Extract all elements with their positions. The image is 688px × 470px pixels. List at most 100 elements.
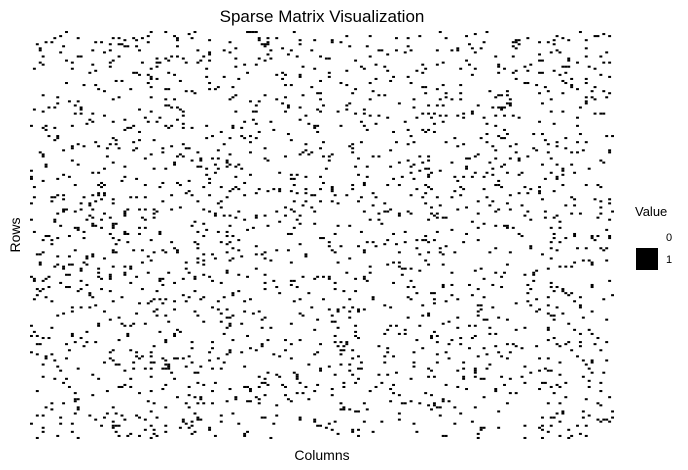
matrix-cell (59, 51, 63, 54)
matrix-cell (611, 294, 614, 297)
matrix-cell (47, 337, 51, 340)
matrix-cell (319, 147, 322, 150)
matrix-cell (543, 216, 547, 219)
matrix-cell (476, 310, 480, 313)
matrix-cell (266, 224, 270, 227)
matrix-cell (97, 322, 101, 325)
matrix-cell (541, 253, 544, 256)
matrix-cell (193, 277, 197, 280)
matrix-cell (158, 277, 162, 280)
matrix-cell (263, 416, 267, 419)
matrix-cell (412, 422, 416, 425)
matrix-cell (345, 108, 349, 111)
matrix-cell (35, 288, 39, 291)
matrix-cell (400, 267, 404, 270)
matrix-cell (193, 396, 197, 399)
matrix-cell (257, 375, 261, 378)
matrix-cell (377, 114, 381, 117)
matrix-cell (546, 90, 550, 93)
matrix-cell (406, 37, 410, 40)
matrix-cell (368, 218, 372, 221)
matrix-cell (97, 194, 101, 197)
matrix-cell (362, 308, 366, 311)
matrix-cell (558, 402, 562, 405)
matrix-cell (590, 235, 594, 238)
matrix-cell (494, 210, 498, 213)
matrix-cell (438, 98, 442, 101)
matrix-cell (103, 114, 106, 117)
matrix-cell (348, 363, 352, 366)
matrix-cell (392, 281, 395, 284)
matrix-cell (111, 359, 115, 362)
matrix-cell (50, 326, 54, 329)
matrix-cell (599, 390, 603, 393)
matrix-cell (327, 308, 331, 311)
matrix-cell (415, 116, 419, 119)
matrix-cell (205, 173, 209, 176)
matrix-cell (333, 194, 337, 197)
matrix-cell (546, 369, 550, 372)
matrix-cell (263, 273, 267, 276)
matrix-cell (111, 137, 115, 140)
matrix-cell (505, 94, 509, 97)
matrix-cell (523, 273, 527, 276)
matrix-cell (354, 381, 358, 384)
matrix-cell (138, 49, 141, 52)
matrix-cell (257, 39, 261, 42)
matrix-cell (76, 163, 80, 166)
matrix-cell (97, 88, 101, 91)
matrix-cell (304, 253, 308, 256)
matrix-cell (59, 416, 63, 419)
matrix-cell (430, 337, 433, 340)
matrix-cell (389, 388, 393, 391)
matrix-cell (44, 165, 48, 168)
matrix-cell (152, 212, 156, 215)
matrix-cell (44, 296, 48, 299)
matrix-cell (535, 269, 539, 272)
matrix-cell (140, 37, 144, 40)
matrix-cell (231, 126, 235, 129)
matrix-cell (523, 436, 527, 439)
matrix-cell (488, 332, 492, 335)
matrix-cell (348, 257, 352, 260)
matrix-cell (138, 226, 141, 229)
matrix-cell (558, 434, 562, 437)
matrix-cell (65, 82, 68, 85)
matrix-cell (225, 271, 229, 274)
matrix-cell (97, 184, 101, 187)
matrix-cell (65, 59, 68, 62)
matrix-cell (246, 334, 249, 337)
matrix-cell (438, 251, 442, 254)
matrix-cell (298, 339, 302, 342)
matrix-cell (167, 59, 171, 62)
matrix-cell (549, 157, 553, 160)
matrix-cell (590, 371, 594, 374)
matrix-cell (564, 147, 568, 150)
matrix-cell (213, 214, 217, 217)
matrix-cell (164, 430, 168, 433)
matrix-cell (354, 277, 358, 280)
matrix-cell (427, 155, 431, 158)
matrix-cell (135, 355, 139, 358)
matrix-cell (32, 67, 36, 70)
matrix-cell (94, 341, 98, 344)
matrix-cell (50, 408, 54, 411)
matrix-cell (444, 114, 448, 117)
matrix-cell (564, 381, 568, 384)
matrix-cell (126, 334, 130, 337)
matrix-cell (573, 204, 577, 207)
matrix-cell (216, 202, 220, 205)
matrix-cell (155, 308, 159, 311)
matrix-cell (470, 175, 474, 178)
matrix-cell (173, 163, 176, 166)
matrix-cell (292, 31, 296, 34)
matrix-cell (432, 214, 436, 217)
matrix-cell (44, 163, 48, 166)
matrix-cell (105, 147, 109, 150)
matrix-cell (211, 390, 214, 393)
matrix-cell (114, 251, 118, 254)
matrix-cell (456, 179, 460, 182)
matrix-cell (465, 206, 468, 209)
matrix-cell (120, 414, 124, 417)
matrix-cell (41, 239, 45, 242)
